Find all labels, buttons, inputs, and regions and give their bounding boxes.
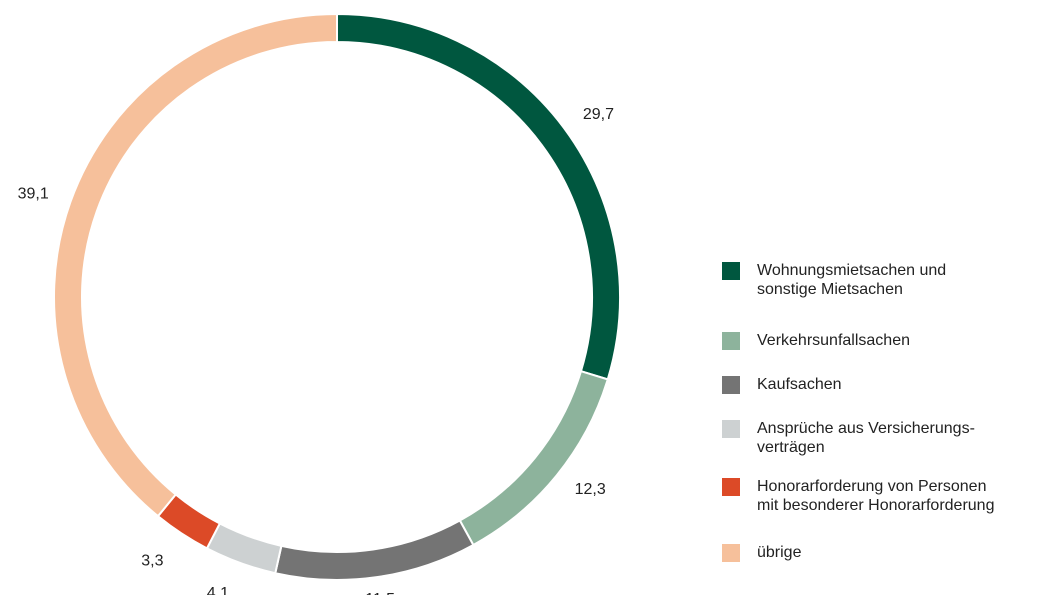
data-label: 11,5 — [365, 591, 395, 595]
legend-label: Kaufsachen — [757, 376, 842, 393]
donut-segment — [458, 369, 609, 547]
donut-segment — [274, 519, 475, 581]
legend-item: Honorarforderung von Personen mit besond… — [722, 477, 994, 515]
legend-item: Verkehrsunfallsachen — [722, 331, 910, 350]
legend-swatch — [722, 262, 740, 280]
legend-item: übrige — [722, 543, 801, 562]
donut-segment — [53, 12, 338, 518]
data-label: 29,7 — [583, 106, 614, 123]
legend-swatch — [722, 332, 740, 350]
donut-segment — [205, 522, 283, 575]
legend-label: Verkehrsunfallsachen — [757, 332, 910, 349]
data-label: 3,3 — [141, 552, 163, 569]
data-label: 4,1 — [207, 585, 229, 595]
legend-item: Wohnungsmietsachen und sonstige Mietsach… — [722, 261, 946, 299]
data-label: 12,3 — [575, 481, 606, 498]
legend-label: Honorarforderung von Personen mit besond… — [757, 478, 995, 514]
legend-label: übrige — [757, 544, 802, 561]
legend-label: Ansprüche aus Versicherungs- verträgen — [757, 420, 975, 456]
legend-swatch — [722, 376, 740, 394]
legend-swatch — [722, 478, 740, 496]
donut-segment — [336, 12, 622, 381]
legend-item: Kaufsachen — [722, 375, 842, 394]
legend-swatch — [722, 544, 740, 562]
legend-label: Wohnungsmietsachen und sonstige Mietsach… — [757, 262, 947, 298]
legend-swatch — [722, 420, 740, 438]
legend-item: Ansprüche aus Versicherungs- verträgen — [722, 419, 975, 457]
data-label: 39,1 — [18, 185, 49, 202]
